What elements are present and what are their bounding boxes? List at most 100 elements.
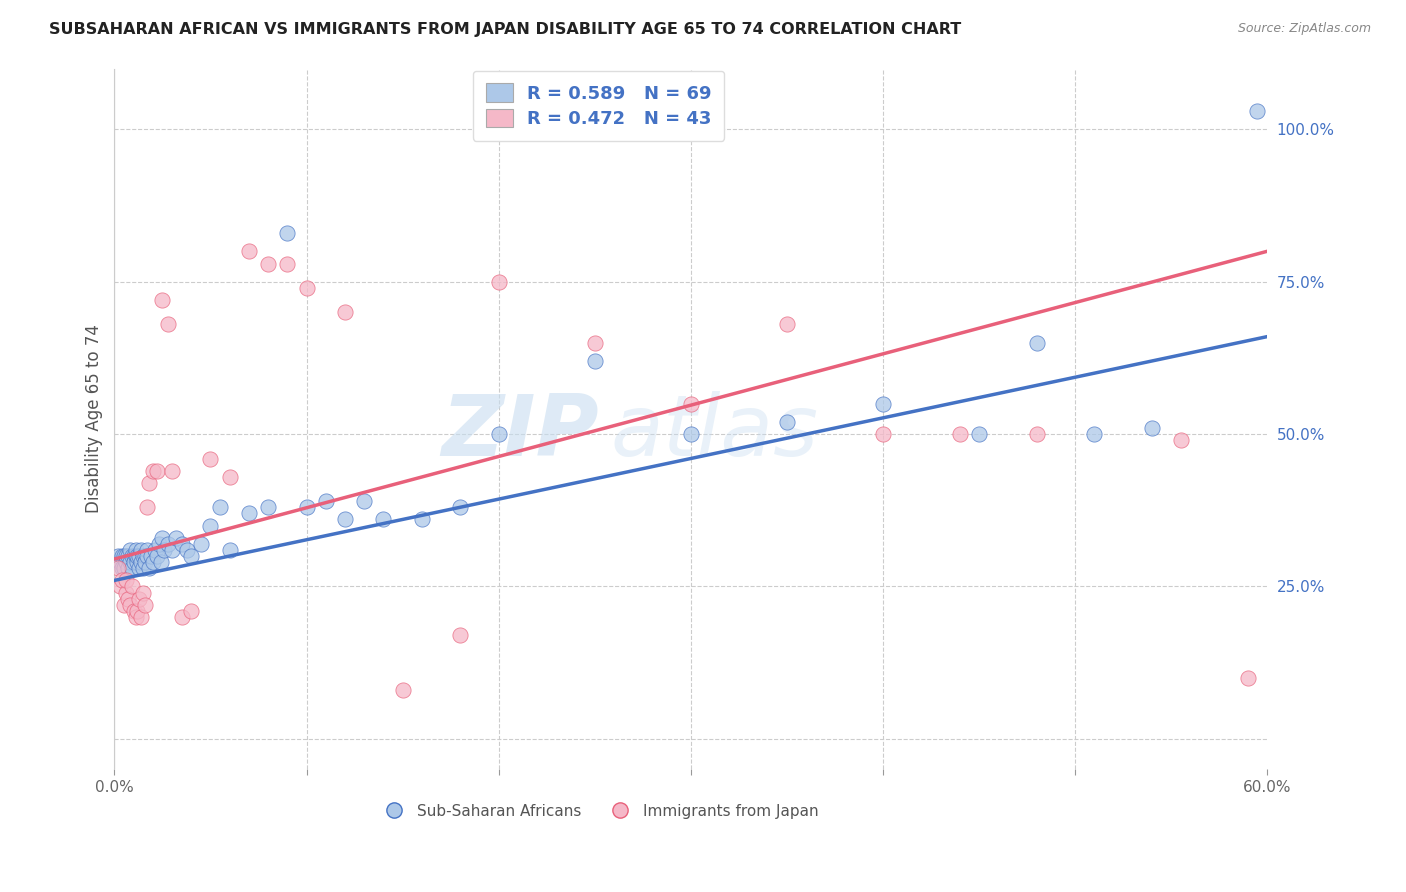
Point <box>170 537 193 551</box>
Point <box>115 585 138 599</box>
Legend: Sub-Saharan Africans, Immigrants from Japan: Sub-Saharan Africans, Immigrants from Ja… <box>373 797 824 825</box>
Point <box>121 580 143 594</box>
Point <box>276 226 298 240</box>
Point <box>353 494 375 508</box>
Point <box>122 604 145 618</box>
Point <box>170 610 193 624</box>
Point <box>333 512 356 526</box>
Point <box>111 549 134 563</box>
Point <box>218 470 240 484</box>
Point <box>160 464 183 478</box>
Point <box>117 561 139 575</box>
Point <box>449 500 471 515</box>
Point <box>295 281 318 295</box>
Point <box>1025 335 1047 350</box>
Point <box>127 604 149 618</box>
Point <box>134 598 156 612</box>
Point <box>238 244 260 259</box>
Point <box>583 354 606 368</box>
Point <box>949 427 972 442</box>
Point <box>115 555 138 569</box>
Point <box>295 500 318 515</box>
Point <box>391 683 413 698</box>
Point <box>209 500 232 515</box>
Point <box>134 555 156 569</box>
Text: atlas: atlas <box>610 392 818 475</box>
Point <box>149 555 172 569</box>
Point <box>128 591 150 606</box>
Point <box>1237 671 1260 685</box>
Point <box>872 427 894 442</box>
Point <box>411 512 433 526</box>
Point <box>200 518 222 533</box>
Y-axis label: Disability Age 65 to 74: Disability Age 65 to 74 <box>86 325 103 514</box>
Point <box>124 549 146 563</box>
Point <box>128 549 150 563</box>
Point <box>180 604 202 618</box>
Point <box>139 549 162 563</box>
Point <box>238 507 260 521</box>
Point <box>1083 427 1105 442</box>
Point <box>138 475 160 490</box>
Point <box>153 543 176 558</box>
Point <box>111 561 134 575</box>
Point <box>138 561 160 575</box>
Point <box>122 555 145 569</box>
Point <box>118 598 141 612</box>
Point <box>157 537 180 551</box>
Point <box>276 256 298 270</box>
Point <box>679 397 702 411</box>
Point <box>583 335 606 350</box>
Point <box>152 293 174 307</box>
Point <box>107 561 129 575</box>
Point <box>108 555 131 569</box>
Point <box>157 318 180 332</box>
Text: SUBSAHARAN AFRICAN VS IMMIGRANTS FROM JAPAN DISABILITY AGE 65 TO 74 CORRELATION : SUBSAHARAN AFRICAN VS IMMIGRANTS FROM JA… <box>49 22 962 37</box>
Point <box>315 494 337 508</box>
Point <box>128 561 150 575</box>
Point <box>190 537 212 551</box>
Point <box>136 500 159 515</box>
Point <box>333 305 356 319</box>
Point <box>1140 421 1163 435</box>
Point <box>108 580 131 594</box>
Text: ZIP: ZIP <box>441 392 599 475</box>
Point <box>142 464 165 478</box>
Point <box>111 574 134 588</box>
Point <box>132 549 155 563</box>
Point <box>488 427 510 442</box>
Point <box>134 549 156 563</box>
Point <box>143 543 166 558</box>
Point <box>148 537 170 551</box>
Point <box>200 451 222 466</box>
Point <box>127 549 149 563</box>
Point <box>449 628 471 642</box>
Point <box>145 464 167 478</box>
Point <box>136 543 159 558</box>
Point <box>117 591 139 606</box>
Point <box>115 574 138 588</box>
Point <box>165 531 187 545</box>
Point <box>112 598 135 612</box>
Point <box>131 555 153 569</box>
Point <box>121 549 143 563</box>
Point <box>257 256 280 270</box>
Point <box>373 512 395 526</box>
Point <box>142 555 165 569</box>
Point <box>967 427 990 442</box>
Point <box>121 561 143 575</box>
Point <box>776 415 799 429</box>
Point <box>118 555 141 569</box>
Point <box>488 275 510 289</box>
Point <box>679 427 702 442</box>
Point <box>160 543 183 558</box>
Point <box>118 543 141 558</box>
Point <box>131 543 153 558</box>
Point <box>257 500 280 515</box>
Point <box>131 610 153 624</box>
Point <box>1170 434 1192 448</box>
Point <box>115 549 138 563</box>
Text: Source: ZipAtlas.com: Source: ZipAtlas.com <box>1237 22 1371 36</box>
Point <box>1246 104 1268 119</box>
Point <box>132 561 155 575</box>
